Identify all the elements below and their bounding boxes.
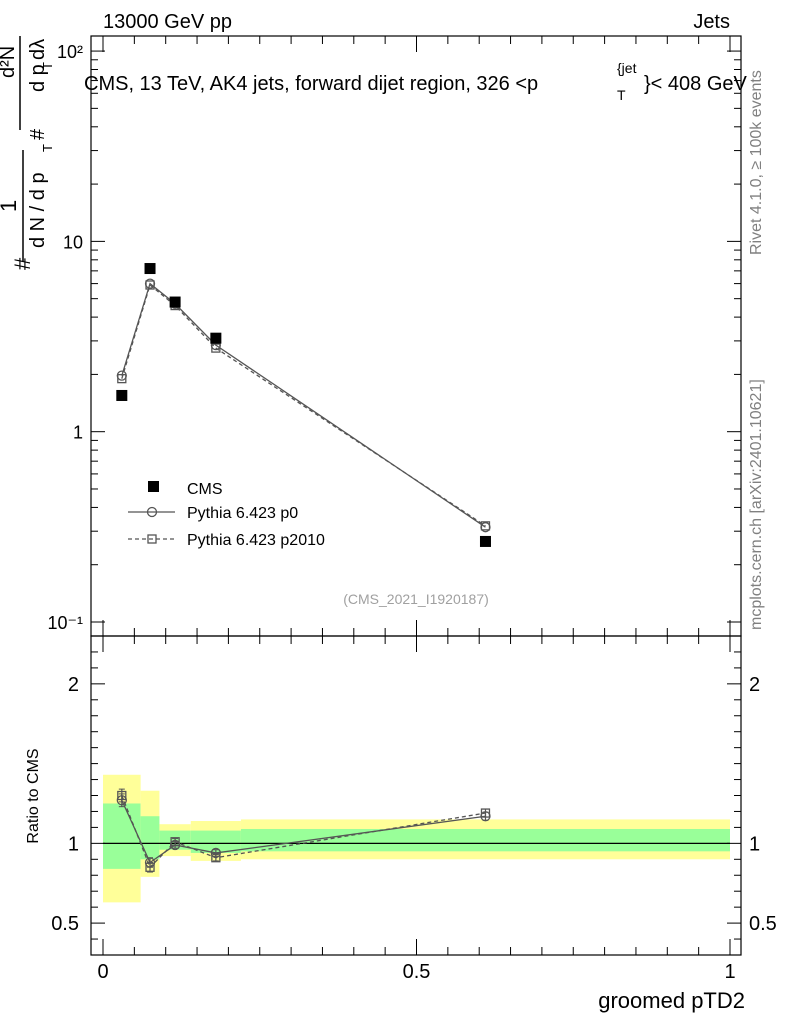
rivet-version-label: Rivet 4.1.0, ≥ 100k events bbox=[748, 70, 765, 255]
title-superscript: {jet bbox=[617, 60, 637, 76]
uncertainty-bands bbox=[103, 774, 730, 903]
ratio-point-p2010 bbox=[211, 853, 221, 863]
main-point-cms bbox=[169, 296, 181, 308]
ratio-ytick-label-right: 0.5 bbox=[749, 913, 777, 935]
main-ytick-label: 1 bbox=[73, 423, 83, 443]
band-inner-4 bbox=[240, 828, 730, 852]
main-point-p2010 bbox=[211, 343, 221, 353]
plot-title: CMS, 13 TeV, AK4 jets, forward dijet reg… bbox=[84, 60, 748, 103]
y-label-dN: d N / d p bbox=[27, 172, 49, 248]
ratio-point-p2010 bbox=[117, 790, 127, 801]
y-label-hash2: # bbox=[27, 128, 49, 140]
main-point-p2010 bbox=[117, 373, 127, 384]
legend: CMS Pythia 6.423 p0 Pythia 6.423 p2010 bbox=[128, 481, 325, 549]
y-label-dpT: d p bbox=[27, 64, 49, 92]
main-point-cms bbox=[210, 332, 222, 344]
category-label: Jets bbox=[693, 11, 730, 33]
axes: 10⁻¹ 1 10 10² 0.5 0.5 1 1 2 2 0 0.5 1 bbox=[47, 35, 777, 983]
main-point-cms bbox=[116, 389, 128, 401]
ratio-ytick-label: 0.5 bbox=[51, 913, 79, 935]
title-subscript: T bbox=[617, 87, 626, 103]
main-ytick-label: 10⁻¹ bbox=[47, 613, 83, 633]
xtick-label: 0 bbox=[97, 961, 108, 983]
main-point-p2010 bbox=[480, 521, 491, 531]
ratio-point-p2010 bbox=[480, 808, 491, 818]
ratio-ytick-label: 2 bbox=[68, 674, 79, 696]
main-point-cms bbox=[144, 263, 156, 275]
ratio-frame bbox=[90, 635, 742, 956]
xtick-label: 1 bbox=[724, 961, 735, 983]
x-axis-label: groomed pTD2 bbox=[598, 988, 745, 1013]
band-inner-3 bbox=[190, 830, 241, 853]
ratio-ytick-label-right: 2 bbox=[749, 674, 760, 696]
title-tail: }< 408 GeV bbox=[644, 73, 748, 95]
band-inner-1 bbox=[140, 816, 160, 860]
ratio-point-p2010 bbox=[145, 862, 155, 872]
legend-p2010-label: Pythia 6.423 p2010 bbox=[187, 532, 325, 549]
title-main: CMS, 13 TeV, AK4 jets, forward dijet reg… bbox=[84, 73, 538, 95]
analysis-watermark: (CMS_2021_I1920187) bbox=[343, 591, 489, 607]
main-ytick-label: 10² bbox=[57, 42, 83, 62]
y-label-d2N: d²N bbox=[0, 46, 19, 78]
y-axis-label: # 1 d N / d p T # d²N d p T dλ bbox=[0, 36, 55, 270]
energy-label: 13000 GeV pp bbox=[103, 11, 232, 33]
y-label-one: 1 bbox=[0, 200, 21, 212]
ratio-ytick-label: 1 bbox=[68, 833, 79, 855]
legend-p0-marker bbox=[146, 506, 158, 518]
legend-cms-label: CMS bbox=[187, 481, 223, 498]
ratio-point-p2010 bbox=[170, 837, 180, 847]
xtick-label: 0.5 bbox=[403, 961, 431, 983]
mcplots-label: mcplots.cern.ch [arXiv:2401.10621] bbox=[748, 379, 765, 630]
y-label-dlambda: dλ bbox=[27, 39, 49, 60]
main-point-p2010 bbox=[145, 280, 155, 290]
main-point-cms bbox=[479, 535, 491, 547]
y-label-T1: T bbox=[40, 144, 55, 152]
ratio-ytick-label-right: 1 bbox=[749, 833, 760, 855]
main-line-pythia-6-423-p2010 bbox=[121, 283, 486, 527]
legend-cms-marker bbox=[148, 481, 159, 492]
main-plot bbox=[116, 263, 491, 547]
legend-p0-label: Pythia 6.423 p0 bbox=[187, 505, 298, 522]
main-line-pythia-6-423-p0 bbox=[121, 282, 486, 528]
legend-p2010-marker bbox=[147, 534, 157, 544]
y-label-T2: T bbox=[40, 62, 55, 70]
ratio-axis-label: Ratio to CMS bbox=[25, 748, 42, 843]
y-label-hash1: # bbox=[10, 257, 35, 270]
main-ytick-label: 10 bbox=[63, 232, 83, 252]
band-inner-0 bbox=[103, 803, 141, 869]
ratio-plot bbox=[103, 788, 730, 873]
